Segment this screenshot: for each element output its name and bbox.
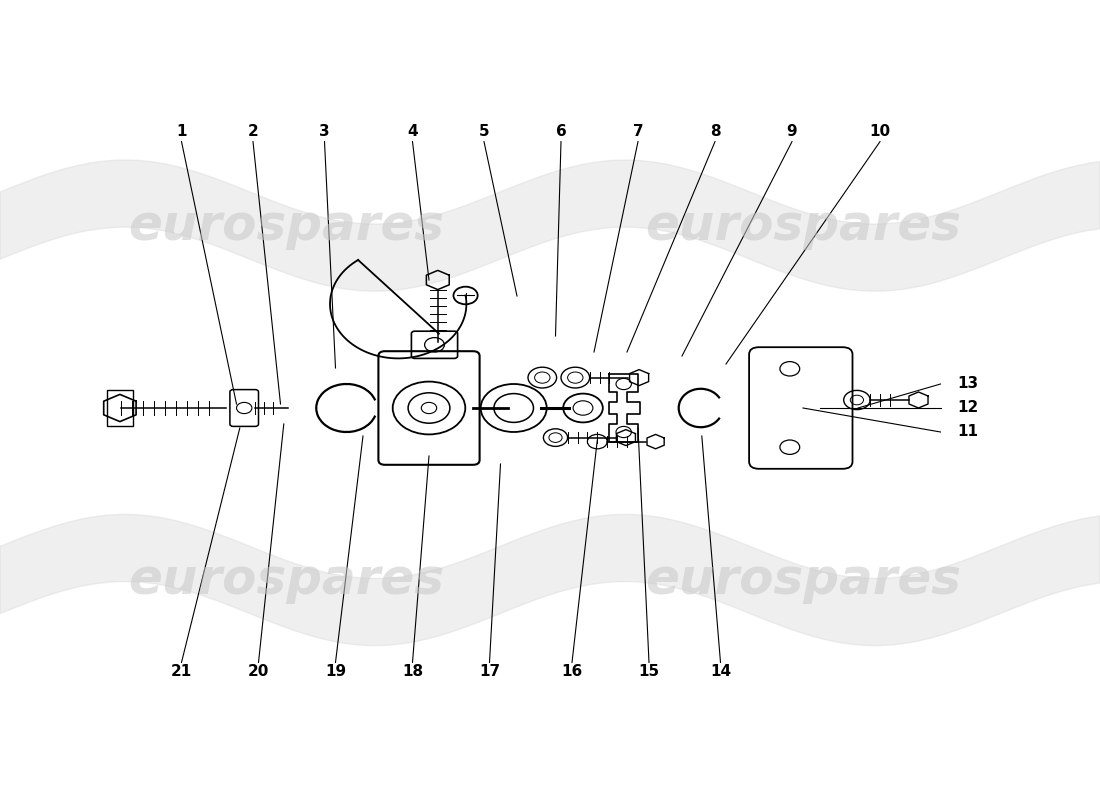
Text: 2: 2 [248,125,258,139]
Text: 7: 7 [632,125,644,139]
Text: 20: 20 [248,665,270,679]
Text: 9: 9 [786,125,798,139]
Text: 12: 12 [957,401,978,415]
Text: 19: 19 [324,665,346,679]
Text: 11: 11 [957,425,978,439]
Text: 5: 5 [478,125,490,139]
Text: eurospares: eurospares [645,202,961,250]
Text: 8: 8 [710,125,720,139]
Text: eurospares: eurospares [128,556,444,604]
Text: 4: 4 [407,125,418,139]
Text: eurospares: eurospares [645,556,961,604]
Text: 17: 17 [478,665,500,679]
Text: 3: 3 [319,125,330,139]
Text: 15: 15 [638,665,660,679]
Text: 14: 14 [710,665,732,679]
Text: eurospares: eurospares [128,202,444,250]
Text: 13: 13 [957,377,978,391]
Text: 18: 18 [402,665,424,679]
Text: 10: 10 [869,125,891,139]
Text: 16: 16 [561,665,583,679]
Text: 6: 6 [556,125,566,139]
Text: 21: 21 [170,665,192,679]
Text: 1: 1 [176,125,187,139]
